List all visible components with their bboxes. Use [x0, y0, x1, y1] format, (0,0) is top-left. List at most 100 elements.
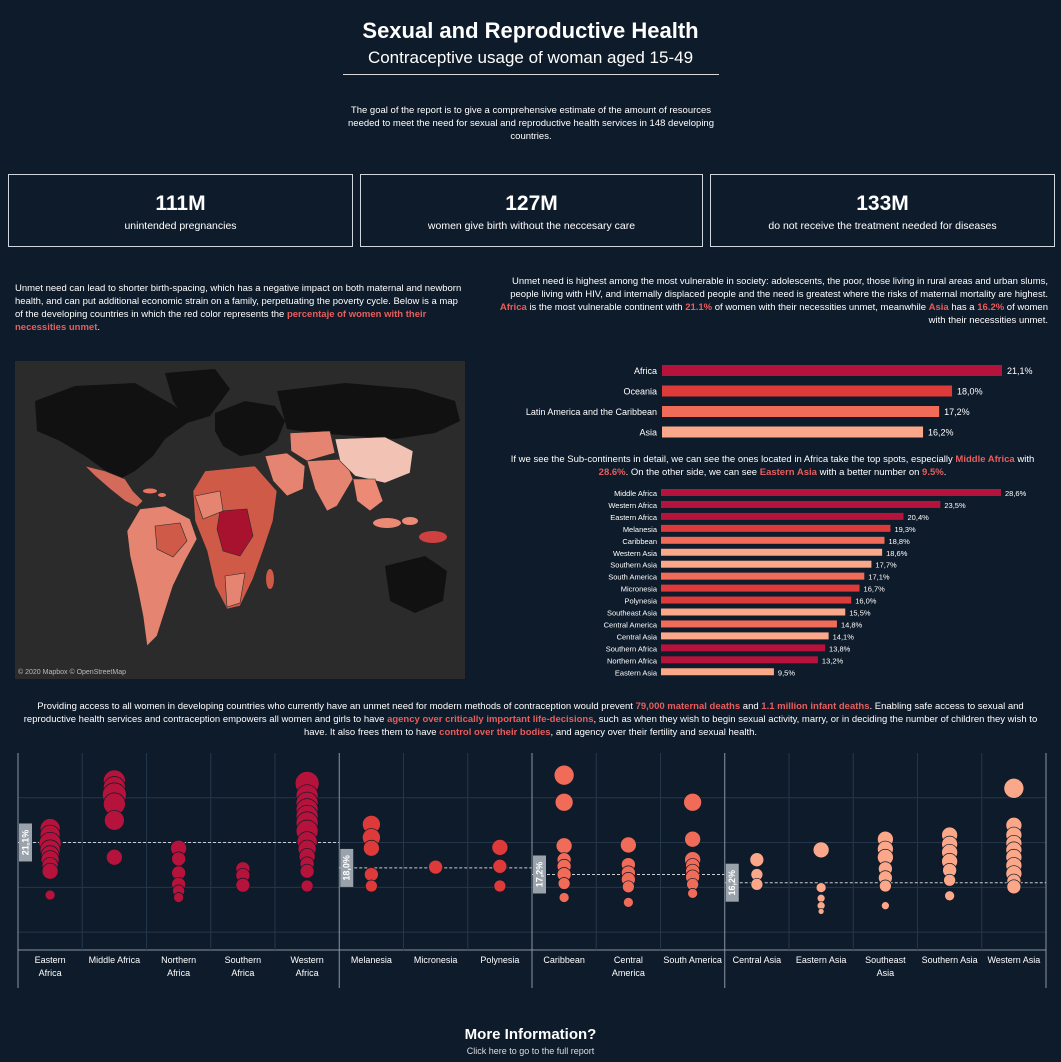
x-tick-label: Polynesia: [480, 955, 519, 965]
data-point: [553, 764, 575, 786]
data-label: 14,8%: [841, 620, 863, 629]
map-credit[interactable]: © 2020 Mapbox © OpenStreetMap: [18, 669, 126, 676]
data-point: [684, 830, 701, 848]
x-tick-label: Africa: [39, 968, 62, 978]
data-label: 17,2%: [944, 407, 970, 417]
full-report-link[interactable]: Click here to go to the full report: [466, 1046, 595, 1056]
access-description: Providing access to all women in develop…: [23, 701, 1038, 738]
intro-text: The goal of the report is to give a comp…: [348, 105, 714, 142]
data-point: [817, 908, 825, 915]
world-map[interactable]: [15, 361, 465, 679]
data-point: [1006, 879, 1022, 895]
average-label-box: [533, 855, 546, 894]
category-label: Latin America and the Caribbean: [526, 407, 657, 417]
data-point: [428, 859, 443, 875]
average-label-box: [340, 848, 354, 887]
data-point: [558, 892, 570, 903]
page-title: Sexual and Reproductive Health: [362, 18, 699, 43]
category-label: Northern Africa: [607, 656, 658, 665]
bar: [661, 620, 837, 628]
category-label: Central America: [604, 620, 658, 629]
x-tick-label: Southern Asia: [922, 955, 978, 965]
bar: [661, 584, 860, 592]
subcontinent-description: If we see the Sub-continents in detail, …: [510, 454, 1035, 478]
data-label: 17,1%: [868, 573, 890, 582]
page-subtitle: Contraceptive usage of woman aged 15-49: [367, 48, 694, 67]
bar: [661, 524, 891, 532]
data-point: [555, 837, 573, 855]
map-description: Unmet need can lead to shorter birth-spa…: [15, 283, 462, 333]
data-label: 18,6%: [886, 549, 908, 558]
data-label: 13,2%: [822, 656, 844, 665]
data-point: [235, 877, 251, 893]
data-label: 21,1%: [1007, 366, 1033, 376]
data-point: [750, 877, 764, 891]
category-label: Micronesia: [621, 585, 658, 594]
x-tick-label: Middle Africa: [89, 955, 141, 965]
subcontinent-bubble-chart: 21,1% Eastern Africa Middle Africa Northern A…: [17, 753, 1047, 988]
kpi-value: 133M: [856, 192, 909, 215]
bar: [661, 644, 826, 652]
data-label: 16,7%: [864, 585, 886, 594]
data-point: [300, 879, 314, 893]
average-label: 17,2%: [535, 862, 545, 888]
bar: [661, 632, 829, 640]
data-point: [493, 879, 507, 893]
kpi-card-diseases: 133M do not receive the treatment needed…: [710, 174, 1055, 247]
data-point: [1003, 777, 1025, 799]
data-point: [816, 893, 826, 903]
data-label: 17,7%: [875, 561, 897, 570]
data-label: 16,2%: [928, 428, 954, 438]
bar: [661, 668, 774, 676]
category-label: Western Africa: [608, 501, 657, 510]
bar: [661, 596, 852, 604]
bar: [661, 560, 872, 568]
data-label: 13,8%: [829, 644, 851, 653]
data-point: [944, 890, 955, 902]
data-label: 19,3%: [894, 525, 916, 534]
kpi-card-pregnancies: 111M unintended pregnancies: [8, 174, 353, 247]
data-point: [41, 862, 59, 880]
bar: [661, 536, 885, 544]
kpi-value: 111M: [155, 192, 206, 215]
category-label: Eastern Asia: [615, 668, 658, 677]
bar: [661, 489, 1001, 496]
data-label: 9,5%: [778, 668, 795, 677]
kpi-value: 127M: [505, 192, 558, 215]
x-tick-label: Southern: [225, 955, 262, 965]
data-point: [104, 809, 125, 831]
kpi-card-births: 127M women give birth without the necces…: [360, 174, 703, 247]
kpi-label: do not receive the treatment needed for …: [768, 220, 997, 232]
bar: [662, 385, 953, 397]
bar: [661, 500, 941, 508]
data-point: [687, 888, 698, 899]
title-divider: [343, 74, 719, 75]
category-label: Southern Africa: [606, 644, 658, 653]
data-label: 28,6%: [1005, 489, 1027, 498]
average-label-box: [725, 863, 739, 902]
category-label: Southeast Asia: [607, 609, 658, 618]
category-label: Eastern Africa: [610, 513, 658, 522]
x-tick-label: Melanesia: [351, 955, 392, 965]
more-info-title: More Information?: [464, 1026, 597, 1043]
subcontinent-bar-chart: Middle Africa 28,6% Western Africa 23,5% Eas…: [604, 489, 1027, 677]
x-tick-label: Asia: [877, 968, 895, 978]
data-point: [815, 882, 827, 893]
x-tick-label: Western Asia: [987, 955, 1040, 965]
x-tick-label: Eastern Asia: [796, 955, 847, 965]
average-label: 16,2%: [727, 870, 737, 896]
category-label: South America: [608, 573, 658, 582]
data-point: [364, 867, 379, 882]
x-tick-label: Northern: [161, 955, 196, 965]
data-label: 15,5%: [849, 609, 871, 618]
category-label: Melanesia: [623, 525, 658, 534]
continent-description: Unmet need is highest among the most vul…: [499, 276, 1048, 326]
data-point: [106, 848, 123, 866]
x-tick-label: Southeast: [865, 955, 906, 965]
kpi-label: women give birth without the neccesary c…: [427, 220, 636, 232]
data-point: [554, 792, 574, 812]
data-label: 14,1%: [833, 632, 855, 641]
x-tick-label: South America: [663, 955, 722, 965]
bar: [661, 548, 883, 556]
bar: [661, 512, 904, 520]
